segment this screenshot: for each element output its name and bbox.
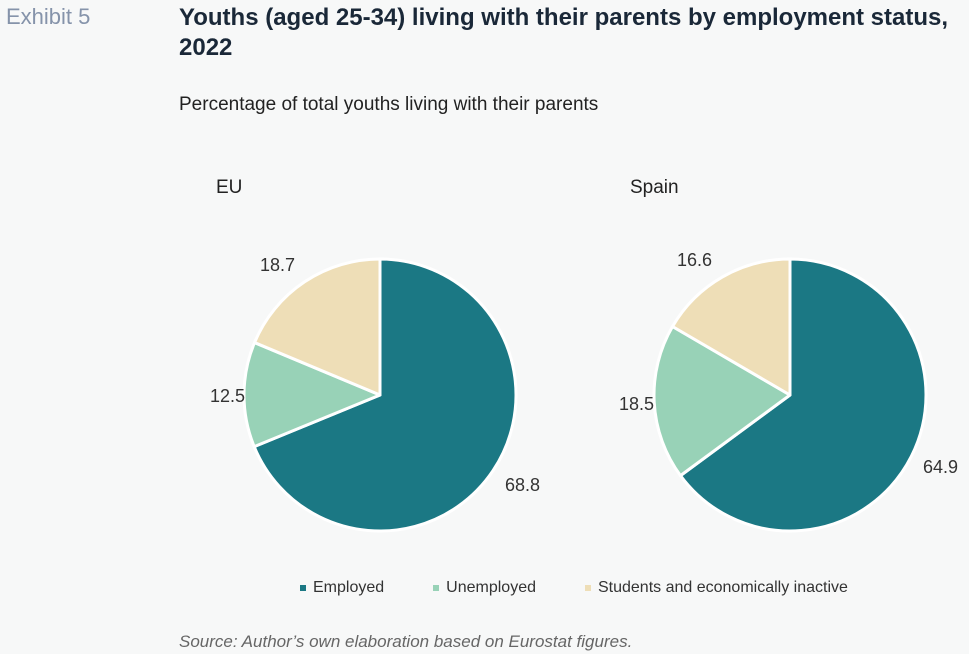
pie-slice-eu-unemployed [242,341,382,449]
pie-slice-spain-employed [678,257,928,533]
source-note: Source: Author’s own elaboration based o… [179,632,633,651]
pie-slice-spain-students [671,257,792,397]
data-label-spain-unemployed: 18.5 [619,394,654,414]
exhibit-label: Exhibit 5 [6,4,91,29]
legend-swatch-students [584,585,591,591]
legend-item-unemployed: Unemployed [433,579,536,597]
legend-label-students: Students and economically inactive [597,579,848,596]
chart-title: Youths (aged 25-34) living with their pa… [179,4,949,61]
data-label-spain-students: 16.6 [677,250,712,270]
legend-swatch-employed [300,585,306,591]
data-label-spain-employed: 64.9 [923,457,958,477]
chart-subtitle: Percentage of total youths living with t… [179,94,599,115]
legend-item-employed: Employed [300,579,384,597]
pie-title-spain: Spain [630,177,679,198]
legend-label-employed: Employed [313,579,385,596]
legend: Employed Unemployed Students and economi… [300,579,848,597]
data-label-eu-unemployed: 12.5 [210,386,245,406]
pie-slice-eu-students [253,257,382,397]
legend-label-unemployed: Unemployed [446,579,536,596]
pie-slice-eu-employed [252,257,518,533]
data-label-eu-employed: 68.8 [505,475,540,495]
legend-item-students: Students and economically inactive [584,579,848,597]
pie-title-eu: EU [216,177,242,198]
data-label-eu-students: 18.7 [260,255,295,275]
pie-slice-spain-unemployed [652,325,792,478]
pie-chart-eu: EU 68.8 12.5 18.7 [210,177,540,533]
pie-chart-spain: Spain 64.9 18.5 16.6 [619,177,958,533]
legend-swatch-unemployed [433,585,440,591]
